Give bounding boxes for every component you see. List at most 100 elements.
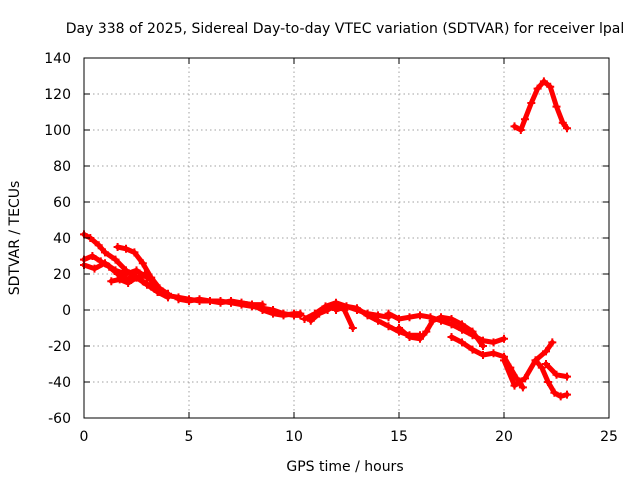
y-tick-label: -60 — [48, 411, 71, 427]
data-point — [447, 333, 456, 341]
y-tick-label: 40 — [53, 231, 71, 247]
x-tick-label: 0 — [80, 429, 89, 445]
series-line — [501, 339, 555, 389]
data-point — [458, 320, 466, 329]
series-line — [512, 78, 570, 133]
data-point — [248, 300, 256, 309]
data-point — [332, 306, 340, 314]
data-point — [113, 243, 122, 251]
data-point — [489, 338, 498, 347]
data-point — [552, 102, 561, 111]
data-point — [546, 82, 555, 91]
data-point — [90, 264, 99, 273]
data-point — [348, 324, 357, 332]
y-tick-label: 120 — [44, 87, 71, 103]
data-point — [548, 338, 557, 347]
data-point — [342, 302, 351, 311]
data-point — [124, 279, 133, 287]
y-tick-label: 80 — [53, 159, 71, 175]
series-arc-9 — [248, 300, 305, 320]
data-point — [269, 309, 277, 318]
data-point — [563, 124, 571, 133]
data-point — [563, 390, 571, 399]
data-point — [363, 311, 372, 320]
data-point — [374, 316, 382, 325]
data-point — [147, 273, 156, 282]
series-line — [396, 314, 486, 349]
data-point — [479, 342, 487, 350]
data-point — [107, 277, 116, 286]
data-point — [558, 118, 567, 127]
x-tick-labels: 0 5 10 15 20 25 — [80, 429, 618, 445]
data-point — [542, 360, 550, 368]
data-point — [458, 338, 466, 347]
data-point — [416, 311, 424, 320]
data-point — [138, 277, 147, 286]
data-point — [537, 363, 546, 372]
data-point — [300, 315, 309, 323]
data-point — [563, 372, 571, 381]
data-point — [405, 333, 414, 341]
data-point — [384, 322, 393, 331]
x-tick-label: 10 — [285, 429, 303, 445]
y-tick-label: 100 — [44, 123, 71, 139]
data-point — [258, 306, 267, 314]
data-point — [130, 248, 139, 257]
data-point — [353, 304, 361, 313]
series-arc-19 — [510, 77, 571, 134]
axis-ticks — [83, 57, 610, 419]
data-point — [315, 309, 324, 318]
data-point — [479, 351, 487, 359]
data-point — [227, 298, 235, 307]
y-tick-label: 20 — [53, 267, 71, 283]
series-arc-13 — [384, 309, 508, 347]
data-point — [510, 381, 519, 390]
data-point — [138, 259, 147, 268]
data-point — [115, 275, 124, 284]
data-point — [395, 324, 403, 332]
data-point — [550, 388, 559, 397]
chart-title: Day 338 of 2025, Sidereal Day-to-day VTE… — [66, 21, 624, 37]
data-point — [542, 347, 550, 356]
x-tick-label: 5 — [185, 429, 194, 445]
data-point — [533, 84, 542, 93]
data-point — [323, 306, 332, 314]
x-tick-label: 25 — [600, 429, 618, 445]
data-point — [185, 297, 193, 305]
data-point — [552, 370, 561, 379]
data-point — [405, 313, 414, 322]
data-point — [101, 259, 109, 268]
data-point — [88, 252, 97, 260]
data-point — [237, 300, 246, 309]
data-point — [500, 356, 508, 365]
data-point — [132, 266, 141, 275]
data-point — [306, 316, 315, 325]
data-point — [122, 270, 130, 278]
data-point — [447, 315, 456, 323]
data-point — [422, 327, 431, 336]
data-point — [468, 345, 477, 354]
y-tick-labels: -60 -40 -20 0 20 40 60 80 100 120 140 — [44, 51, 71, 427]
data-point — [122, 244, 130, 253]
data-point — [155, 284, 164, 293]
data-point — [468, 327, 477, 336]
series-line — [533, 357, 570, 399]
data-point — [510, 122, 519, 131]
data-point — [428, 316, 437, 325]
data-point — [544, 378, 553, 386]
data-series — [80, 77, 571, 401]
series-arc-3 — [80, 259, 151, 282]
data-point — [195, 295, 204, 304]
y-tick-label: 60 — [53, 195, 71, 211]
y-tick-label: 0 — [62, 303, 71, 319]
data-point — [94, 241, 103, 250]
data-point — [111, 255, 120, 264]
data-point — [521, 115, 529, 124]
data-point — [296, 309, 305, 318]
data-point — [531, 356, 540, 365]
data-point — [164, 291, 172, 300]
data-point — [500, 334, 508, 343]
data-point — [395, 315, 403, 323]
data-point — [521, 374, 529, 383]
